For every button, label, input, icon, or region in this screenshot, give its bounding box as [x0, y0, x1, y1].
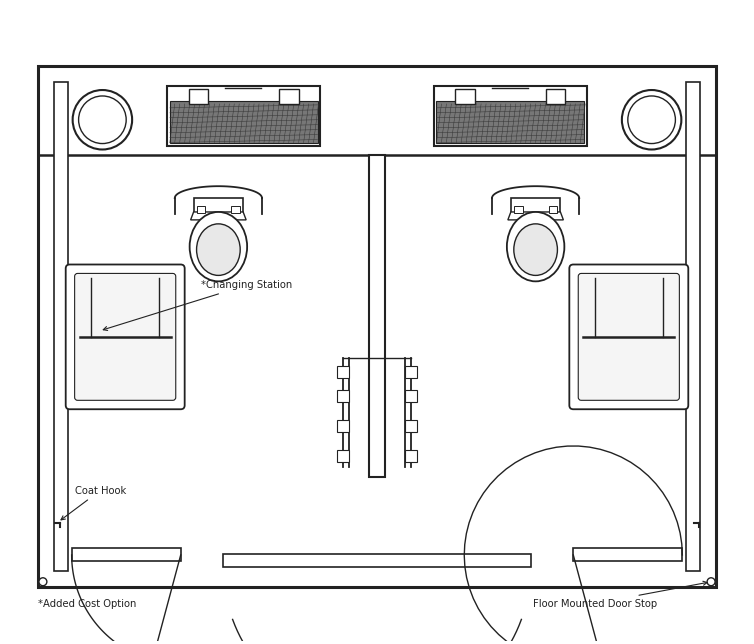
- Ellipse shape: [189, 212, 247, 281]
- Bar: [405, 420, 417, 432]
- Bar: [337, 366, 349, 377]
- Bar: [337, 420, 349, 432]
- Bar: [231, 206, 241, 213]
- Bar: [337, 450, 349, 462]
- Bar: [223, 554, 531, 567]
- Bar: [72, 548, 181, 561]
- Circle shape: [78, 96, 126, 144]
- Bar: [337, 390, 349, 402]
- Bar: [513, 206, 523, 213]
- Bar: [167, 86, 320, 146]
- Text: *Changing Station: *Changing Station: [103, 280, 292, 330]
- Bar: [369, 155, 385, 477]
- Bar: [188, 89, 208, 104]
- FancyBboxPatch shape: [569, 265, 688, 409]
- Ellipse shape: [507, 212, 565, 281]
- Circle shape: [622, 90, 682, 149]
- Bar: [511, 198, 560, 215]
- Ellipse shape: [197, 224, 241, 276]
- Text: Coat Hook: Coat Hook: [61, 486, 126, 520]
- Circle shape: [72, 90, 132, 149]
- Bar: [686, 82, 700, 571]
- Polygon shape: [508, 212, 563, 220]
- Bar: [437, 101, 584, 142]
- Ellipse shape: [513, 224, 557, 276]
- Bar: [405, 450, 417, 462]
- FancyBboxPatch shape: [75, 274, 176, 401]
- Bar: [54, 82, 68, 571]
- Text: Floor Mounted Door Stop: Floor Mounted Door Stop: [532, 582, 707, 609]
- Bar: [548, 206, 557, 213]
- Bar: [170, 101, 317, 142]
- Text: *Added Cost Option: *Added Cost Option: [38, 598, 136, 609]
- Bar: [434, 86, 587, 146]
- FancyBboxPatch shape: [578, 274, 679, 401]
- Bar: [197, 206, 206, 213]
- Circle shape: [628, 96, 676, 144]
- Bar: [194, 198, 243, 215]
- Polygon shape: [191, 212, 246, 220]
- Bar: [405, 390, 417, 402]
- Bar: [455, 89, 475, 104]
- Bar: [573, 548, 682, 561]
- FancyBboxPatch shape: [66, 265, 185, 409]
- Bar: [279, 89, 299, 104]
- Circle shape: [707, 578, 715, 585]
- Bar: [546, 89, 566, 104]
- Bar: [38, 66, 716, 587]
- Bar: [405, 366, 417, 377]
- Bar: [38, 66, 716, 155]
- Circle shape: [39, 578, 47, 585]
